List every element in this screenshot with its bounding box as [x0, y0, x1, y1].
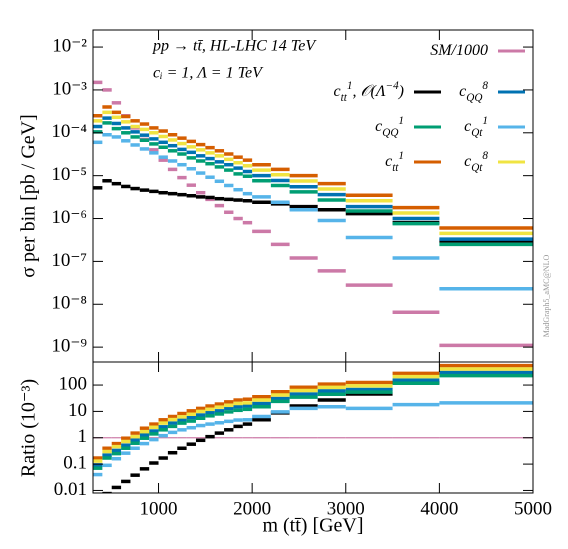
ratio-axis-label: Ratio (10⁻³) [18, 379, 40, 477]
legend-label: SM/1000 [430, 42, 488, 59]
ratio-frame [92, 361, 534, 494]
y-tick-label: 0.01 [54, 479, 87, 500]
y-tick-label: 10⁻² [52, 35, 87, 56]
legend-label: ctt1, 𝒪(Λ−4) [334, 80, 404, 104]
y-tick-label: 0.1 [63, 452, 87, 473]
legend-label: cQQ1 [375, 115, 404, 139]
generator-label: MadGraph5_aMC@NLO [542, 255, 551, 338]
y-tick-label: 10⁻⁹ [51, 335, 87, 356]
legend-label: cQQ8 [459, 80, 488, 104]
y-tick-label: 10⁻⁷ [51, 250, 87, 271]
parameter-annotation: cᵢ = 1, Λ = 1 TeV [153, 65, 264, 82]
x-tick-label: 2000 [233, 498, 271, 519]
y-tick-label: 100 [59, 373, 88, 394]
y-tick-label: 10 [68, 400, 87, 421]
main-plot-area [93, 80, 533, 348]
x-tick-label: 4000 [420, 498, 458, 519]
process-annotation: pp → tt̄, HL-LHC 14 TeV [152, 38, 317, 55]
y-tick-label: 10⁻⁵ [51, 164, 87, 185]
x-tick-label: 3000 [327, 498, 365, 519]
legend-label: cQt8 [464, 150, 488, 174]
y-axis-label: σ per bin [pb / GeV] [18, 114, 40, 278]
y-tick-label: 1 [78, 426, 88, 447]
legend-label: cQt1 [464, 115, 488, 139]
y-tick-label: 10⁻³ [52, 78, 87, 99]
y-tick-label: 10⁻⁸ [51, 293, 87, 314]
x-axis-label: m (tt̄) [GeV] [262, 515, 363, 537]
y-tick-label: 10⁻⁶ [51, 207, 87, 228]
y-tick-label: 10⁻⁴ [51, 121, 87, 142]
legend-label: ctt1 [385, 150, 404, 174]
x-tick-label: 1000 [140, 498, 178, 519]
ratio-plot-area [93, 363, 533, 493]
x-tick-label: 5000 [514, 498, 552, 519]
